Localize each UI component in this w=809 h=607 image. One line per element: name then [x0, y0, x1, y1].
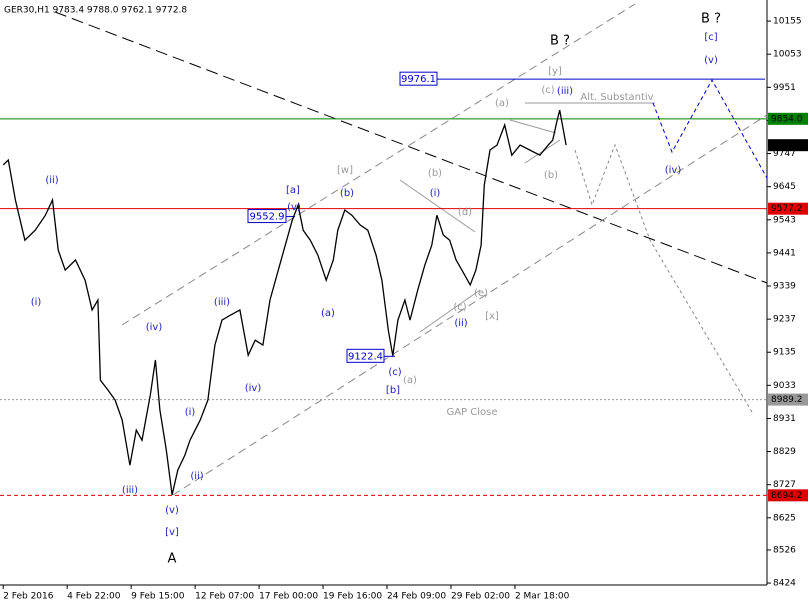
y-tick-label: 8526: [773, 545, 796, 555]
wave-label: GAP Close: [446, 407, 497, 418]
level-label: 9854.0: [771, 114, 803, 124]
y-tick-label: 9135: [773, 348, 796, 358]
y-tick-label: 9543: [773, 215, 796, 225]
wave-label: (iv): [245, 383, 262, 394]
wave-label: [y]: [548, 66, 562, 77]
level-tag: [768, 489, 808, 502]
wave-label: (i): [185, 407, 196, 418]
wave-label: (iii): [214, 297, 230, 308]
wave-label: (v): [287, 202, 301, 213]
chart-title: GER30,H1 9783.4 9788.0 9762.1 9772.8: [4, 6, 187, 16]
channel-line: [172, 114, 768, 496]
wave-label: (i): [430, 188, 441, 199]
projection: [574, 143, 753, 413]
x-tick-label: 24 Feb 09:00: [387, 592, 446, 602]
y-tick-label: 8727: [773, 480, 796, 490]
channel-line: [121, 3, 636, 326]
y-tick-label: 8931: [773, 414, 796, 424]
x-tick-label: 19 Feb 16:00: [323, 592, 382, 602]
price-mark-label: 9552.9: [250, 212, 285, 223]
wave-label: (a): [321, 308, 335, 319]
level-label: 9577.2: [771, 204, 803, 214]
y-tick-label: 8424: [773, 579, 796, 589]
wave-label: [a]: [286, 185, 300, 196]
level-label: 8989.2: [771, 395, 803, 405]
wave-label: (a): [495, 98, 509, 109]
wave-label: (i): [31, 297, 42, 308]
wave-label: (c): [541, 85, 554, 96]
x-tick-label: 2 Mar 18:00: [515, 592, 570, 602]
wave-label: [b]: [386, 385, 400, 396]
x-tick-label: 2 Feb 2016: [3, 592, 54, 602]
wave-label: (c): [453, 302, 466, 313]
price-mark-box: [247, 209, 287, 224]
trendline: [54, 11, 768, 284]
wave-label: (b): [428, 168, 442, 179]
wave-label: (v): [704, 55, 718, 66]
wave-label: (iii): [122, 485, 138, 496]
x-tick-label: 17 Feb 00:00: [259, 592, 318, 602]
wave-label: [x]: [485, 311, 499, 322]
level-tag: [768, 202, 808, 215]
price-mark-label: 9976.1: [401, 74, 436, 85]
level-label: 8694.2: [771, 491, 803, 501]
wave-label: Alt. Substantiv: [580, 92, 653, 103]
wave-label: [v]: [165, 527, 179, 538]
y-tick-label: 8625: [773, 513, 796, 523]
y-tick-label: 9951: [773, 83, 796, 93]
y-tick-label: 8829: [773, 447, 796, 457]
wave-label: A: [168, 552, 177, 567]
y-tick-label: 9645: [773, 182, 796, 192]
wave-label: (b): [544, 170, 558, 181]
wave-label: (ii): [454, 318, 467, 329]
y-tick-label: 9237: [773, 315, 796, 325]
wave-label: (d): [458, 207, 472, 218]
level-label: 9772.8: [771, 141, 803, 151]
price-mark-box: [399, 71, 438, 86]
wave-label: (ii): [45, 175, 58, 186]
level-tag: [768, 393, 808, 406]
wave-label: (iii): [557, 86, 573, 97]
price-mark-box: [346, 348, 385, 363]
x-tick-label: 29 Feb 02:00: [451, 592, 510, 602]
y-tick-label: 9339: [773, 282, 796, 292]
x-tick-label: 9 Feb 15:00: [131, 592, 185, 602]
wave-label: (v): [165, 505, 179, 516]
wave-line: [399, 179, 476, 233]
y-tick-label: 9033: [773, 381, 796, 391]
x-tick-label: 12 Feb 07:00: [195, 592, 254, 602]
level-tag: [768, 112, 808, 125]
wave-label: B ?: [550, 34, 570, 49]
trendlines: [54, 3, 768, 496]
wave-label: (ii): [190, 471, 203, 482]
y-tick-label: 10155: [773, 17, 802, 27]
wave-label: [w]: [337, 165, 353, 176]
wave-label: (b): [340, 188, 354, 199]
price-line: [2, 109, 567, 495]
wave-label: B ?: [701, 12, 721, 27]
y-tick-label: 9441: [773, 248, 796, 258]
projection: [652, 78, 768, 179]
y-tick-label: 9747: [773, 149, 796, 159]
price-mark-label: 9122.4: [348, 351, 383, 362]
wave-label: (e): [474, 288, 488, 299]
x-tick-label: 4 Feb 22:00: [67, 592, 121, 602]
wave-line: [509, 119, 557, 134]
wave-label: (a): [403, 375, 417, 386]
y-tick-label: 10053: [773, 50, 802, 60]
wave-label: (c): [388, 367, 401, 378]
wave-label: (iv): [146, 322, 163, 333]
wave-line: [419, 289, 481, 333]
level-tag: [768, 139, 808, 152]
wave-label: [c]: [704, 32, 717, 43]
wave-label: (iv): [665, 165, 682, 176]
